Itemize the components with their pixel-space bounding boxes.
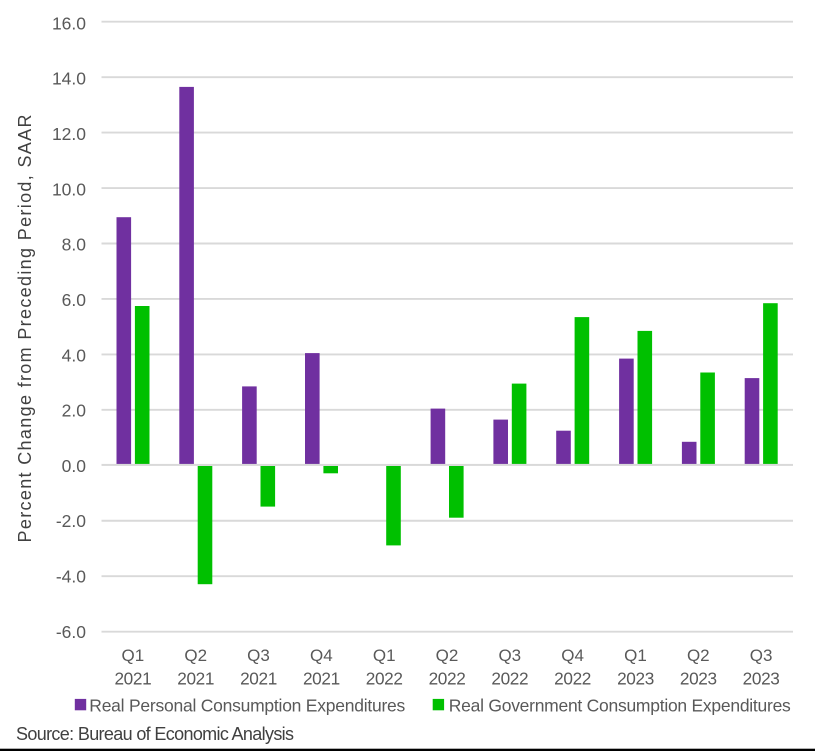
svg-text:2023: 2023 (617, 668, 654, 688)
svg-text:2022: 2022 (366, 668, 403, 688)
svg-text:Q1: Q1 (624, 646, 647, 665)
svg-text:6.0: 6.0 (62, 290, 87, 310)
svg-text:2023: 2023 (680, 668, 717, 688)
svg-text:8.0: 8.0 (62, 235, 87, 255)
svg-text:2021: 2021 (177, 668, 214, 688)
svg-text:2021: 2021 (114, 668, 151, 688)
svg-text:Q4: Q4 (561, 646, 584, 665)
svg-text:Source: Bureau of Economic Ana: Source: Bureau of Economic Analysis (16, 724, 294, 744)
svg-text:Q1: Q1 (122, 646, 145, 665)
svg-text:Q2: Q2 (436, 646, 459, 665)
svg-text:Q1: Q1 (373, 646, 396, 665)
svg-text:2021: 2021 (240, 668, 277, 688)
svg-text:Q2: Q2 (687, 646, 710, 665)
svg-text:Q3: Q3 (498, 646, 521, 665)
svg-text:Real Personal Consumption Expe: Real Personal Consumption Expenditures (89, 696, 405, 716)
svg-text:4.0: 4.0 (62, 345, 87, 365)
svg-text:10.0: 10.0 (52, 179, 86, 199)
svg-text:Q4: Q4 (310, 646, 333, 665)
svg-text:2.0: 2.0 (62, 401, 87, 421)
svg-text:2021: 2021 (303, 668, 340, 688)
svg-text:2022: 2022 (554, 668, 591, 688)
svg-text:Q3: Q3 (750, 646, 773, 665)
svg-text:2023: 2023 (743, 668, 780, 688)
svg-text:Q2: Q2 (184, 646, 207, 665)
svg-text:-2.0: -2.0 (56, 511, 86, 531)
svg-text:2022: 2022 (491, 668, 528, 688)
svg-text:-6.0: -6.0 (56, 622, 86, 642)
svg-text:Percent Change from Preceding: Percent Change from Preceding Period, SA… (15, 114, 35, 542)
svg-text:Real Government Consumption Ex: Real Government Consumption Expenditures (449, 696, 791, 716)
svg-text:Q3: Q3 (247, 646, 270, 665)
svg-text:12.0: 12.0 (52, 124, 86, 144)
svg-text:0.0: 0.0 (62, 456, 87, 476)
svg-text:16.0: 16.0 (52, 13, 86, 33)
svg-text:-4.0: -4.0 (56, 567, 86, 587)
svg-text:14.0: 14.0 (52, 69, 86, 89)
svg-text:2022: 2022 (429, 668, 466, 688)
